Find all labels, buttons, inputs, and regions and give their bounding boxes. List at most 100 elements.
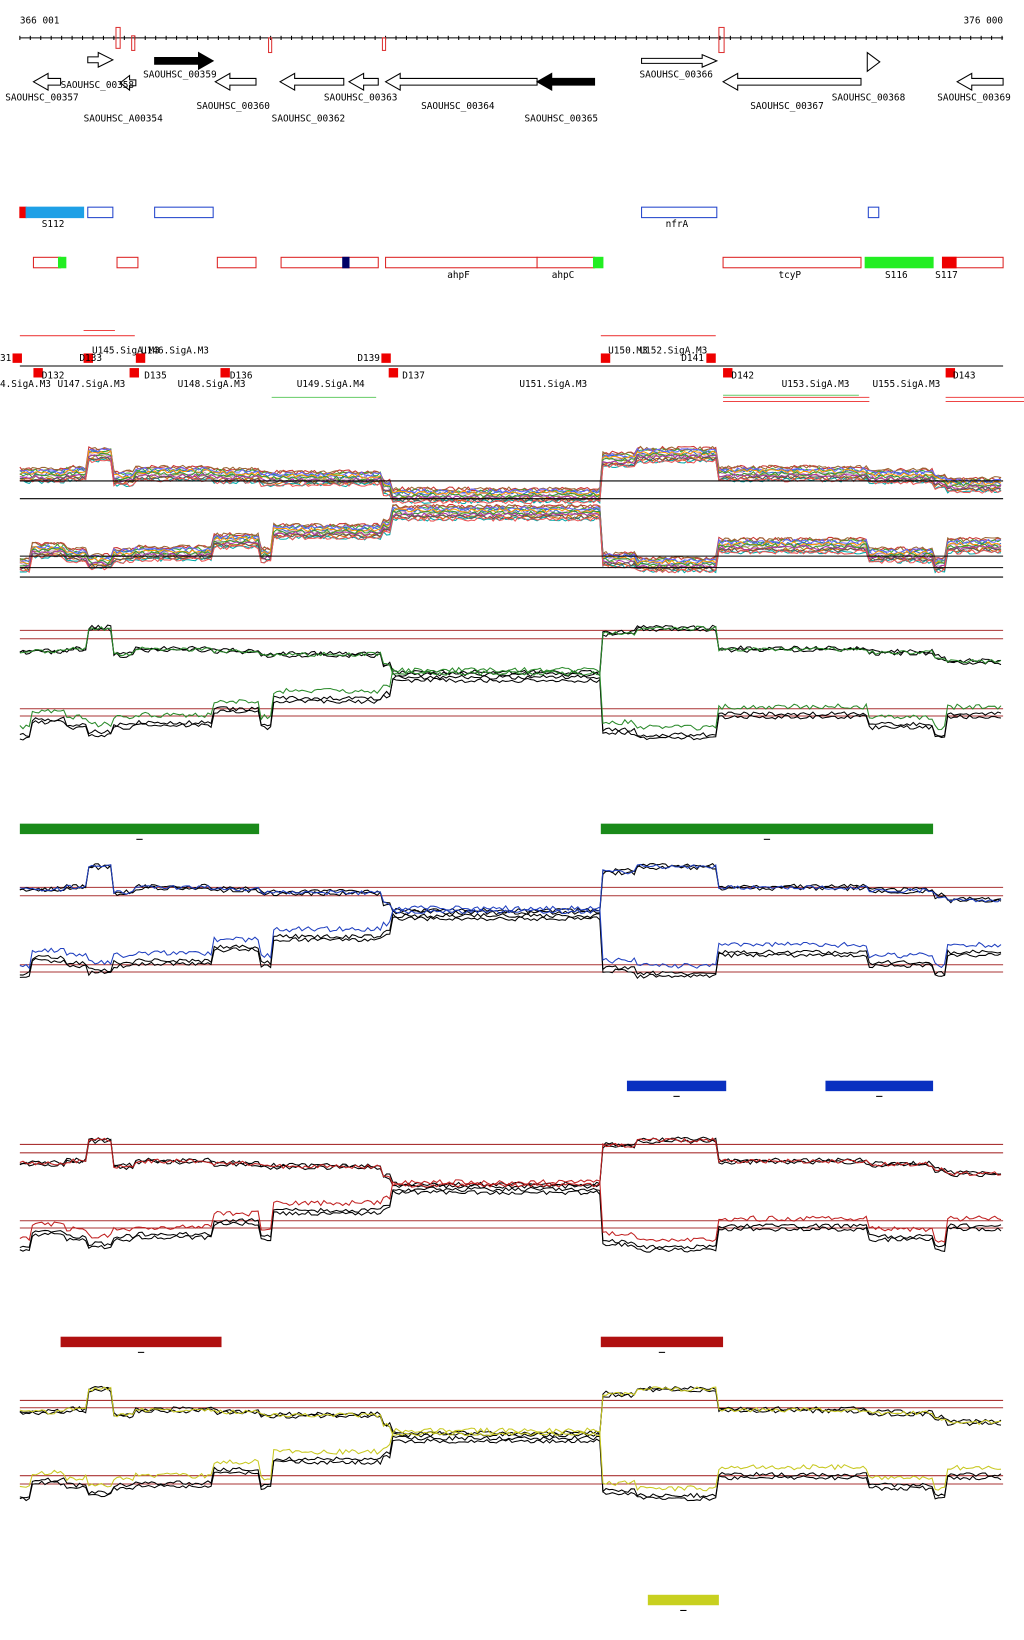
gene-label: SAOUHSC_00364 xyxy=(421,101,495,112)
feature-box xyxy=(57,256,67,269)
gene-arrow xyxy=(154,51,215,71)
feature-label: ahpF xyxy=(447,270,470,281)
gene-arrow xyxy=(641,53,719,68)
gene-label: SAOUHSC_00363 xyxy=(324,93,398,104)
profile-line xyxy=(19,516,1002,574)
gene-label: SAOUHSC_00367 xyxy=(750,101,824,112)
gene-arrow xyxy=(722,72,862,92)
promoter-label: D142 xyxy=(731,371,754,382)
profile-line xyxy=(19,1435,1002,1499)
feature-box xyxy=(385,256,538,269)
gene-arrow xyxy=(87,51,115,68)
profile-line xyxy=(19,456,1002,503)
promoter-mark xyxy=(945,368,956,378)
profile-line xyxy=(19,512,1002,569)
profile-line xyxy=(19,677,1002,741)
promoter-label: D137 xyxy=(402,371,425,382)
profile-line xyxy=(19,503,1002,562)
feature-box xyxy=(25,206,85,219)
ruler-start: 366 001 xyxy=(20,15,60,26)
region-bar xyxy=(19,823,260,835)
promoter-label: D136 xyxy=(230,371,253,382)
promoter-label: 4.SigA.M3 xyxy=(0,379,51,390)
gene-arrow xyxy=(384,72,538,92)
profile-line xyxy=(19,905,1002,970)
ruler-marker xyxy=(115,26,121,49)
profile-line xyxy=(19,1387,1002,1438)
feature-box xyxy=(116,256,139,269)
gene-label: SAOUHSC_00365 xyxy=(525,113,599,124)
feature-box xyxy=(87,206,114,219)
profile-line xyxy=(19,1427,1002,1492)
gene-arrow xyxy=(866,51,881,73)
profile-line xyxy=(19,1138,1002,1189)
profile-line xyxy=(19,1186,1002,1250)
promoter-mark xyxy=(220,368,230,378)
ruler-marker xyxy=(381,37,387,51)
profile-line xyxy=(19,1189,1002,1253)
gene-label: SAOUHSC_00357 xyxy=(5,93,79,104)
promoter-label: U153.SigA.M3 xyxy=(782,379,850,390)
promoter-label: U147.SigA.M3 xyxy=(57,379,125,390)
promoter-label: D135 xyxy=(144,371,167,382)
promoter-label: U145.SigA.M3 xyxy=(92,345,160,356)
promoter-label: D133 xyxy=(79,353,102,364)
profile-line xyxy=(19,864,1002,916)
gene-label: SAOUHSC_00368 xyxy=(832,93,906,104)
profile-line xyxy=(19,863,1002,915)
profile-line xyxy=(19,457,1002,505)
profile-line xyxy=(19,514,1002,572)
promoter-label: D139 xyxy=(357,353,380,364)
promoter-label: D132 xyxy=(42,371,65,382)
feature-box xyxy=(941,256,957,269)
region-bar xyxy=(626,1080,727,1092)
feature-label: S116 xyxy=(885,270,908,281)
profile-line xyxy=(19,666,1002,731)
feature-box xyxy=(154,206,214,219)
promoter-label: U151.SigA.M3 xyxy=(519,379,587,390)
feature-box xyxy=(216,256,257,269)
ruler-marker xyxy=(131,35,136,51)
profile-line xyxy=(19,1386,1002,1437)
feature-box xyxy=(536,256,596,269)
profile-line xyxy=(19,447,1002,494)
promoter-mark xyxy=(12,353,22,363)
profile-line xyxy=(19,916,1002,980)
profile-line xyxy=(19,516,1002,574)
gene-label: SAOUHSC_00360 xyxy=(196,101,270,112)
promoter-mark xyxy=(600,353,611,363)
promoter-label: D141 xyxy=(681,353,704,364)
promoter-label: U150.M3 xyxy=(608,345,648,356)
gene-label: SAOUHSC_00359 xyxy=(143,70,217,81)
gene-arrow xyxy=(278,72,345,92)
profile-line xyxy=(19,514,1002,572)
promoter-label: U149.SigA.M4 xyxy=(297,379,365,390)
feature-box xyxy=(32,256,62,269)
profile-line xyxy=(19,452,1002,498)
gene-label: SAOUHSC_A00354 xyxy=(84,113,163,124)
promoter-mark xyxy=(33,368,43,378)
gene-arrow xyxy=(119,74,137,92)
region-bar xyxy=(60,1336,222,1348)
profile-line xyxy=(19,505,1002,564)
region-bar xyxy=(600,1336,724,1348)
feature-box xyxy=(342,256,350,269)
gene-arrow xyxy=(536,72,596,92)
promoter-label: U155.SigA.M3 xyxy=(872,379,940,390)
gene-arrow xyxy=(214,72,257,92)
feature-box xyxy=(722,256,862,269)
feature-label: ahpC xyxy=(552,270,575,281)
feature-label: tcyP xyxy=(778,270,801,281)
gene-label: SAOUHSC_00366 xyxy=(639,70,713,81)
profile-line xyxy=(19,445,1002,492)
profile-line xyxy=(19,626,1002,677)
profile-line xyxy=(19,1137,1002,1188)
feature-box xyxy=(592,256,604,269)
promoter-mark xyxy=(129,368,139,378)
gene-label: SAOUHSC_00358 xyxy=(61,80,135,91)
ruler-end: 376 000 xyxy=(964,15,1004,26)
gene-arrow xyxy=(347,72,379,92)
feature-box xyxy=(19,206,27,219)
feature-box xyxy=(864,256,934,269)
